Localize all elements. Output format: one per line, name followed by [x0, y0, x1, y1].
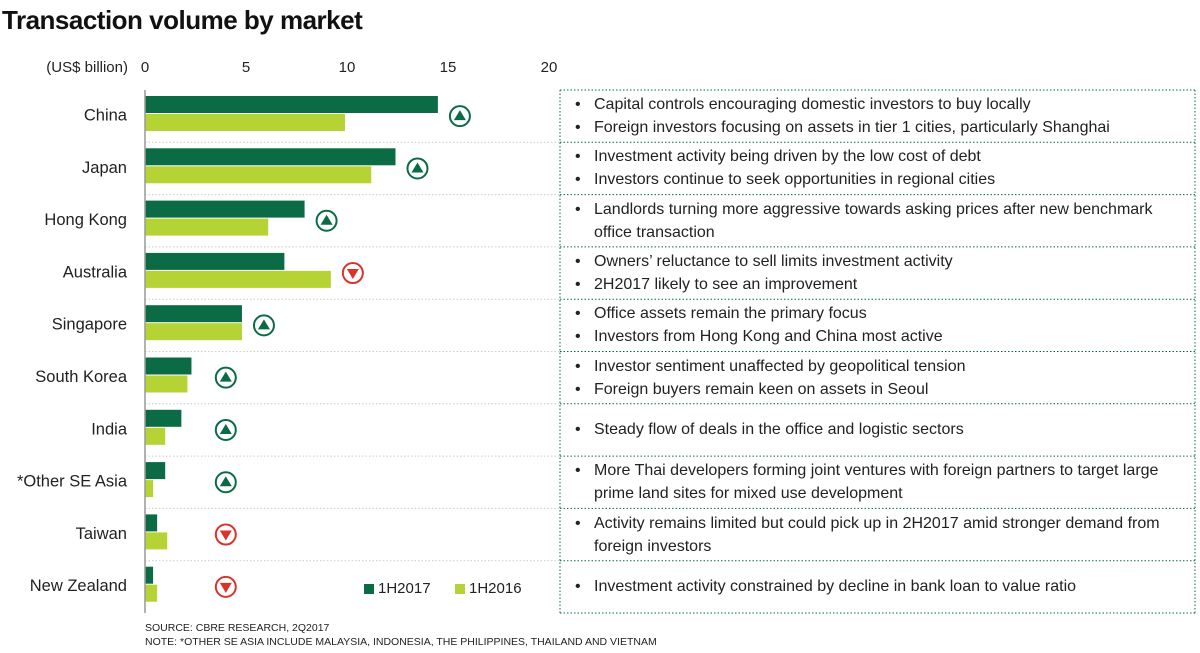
bar [145, 427, 166, 445]
trend-arrow [411, 162, 424, 173]
footnote: NOTE: *OTHER SE ASIA INCLUDE MALAYSIA, I… [145, 636, 657, 648]
note: Owners’ reluctance to sell limits invest… [566, 247, 1191, 299]
y-tick-label: New Zealand [30, 577, 127, 595]
y-tick-label: India [91, 420, 128, 438]
bar [145, 218, 269, 236]
note: Investment activity constrained by decli… [566, 561, 1191, 613]
note-bullet: Owners’ reluctance to sell limits invest… [566, 250, 1191, 273]
source: SOURCE: CBRE RESEARCH, 2Q2017 [145, 622, 330, 634]
note-bullet: Investment activity being driven by the … [566, 145, 1191, 168]
trend-arrow [219, 582, 232, 593]
note-bullet: Capital controls encouraging domestic in… [566, 93, 1191, 116]
bar [145, 566, 154, 584]
x-tick-label: 10 [339, 59, 356, 76]
bar [145, 166, 372, 184]
legend-label: 1H2016 [469, 580, 522, 597]
y-tick-label: Taiwan [76, 525, 127, 543]
bar [145, 252, 285, 270]
bar [145, 514, 158, 532]
y-tick-label: South Korea [35, 368, 128, 386]
trend-arrow [219, 423, 232, 434]
note: Landlords turning more aggressive toward… [566, 195, 1191, 247]
x-tick-label: 20 [541, 59, 558, 76]
y-tick-label: Japan [82, 159, 127, 177]
note-bullet: Foreign buyers remain keen on assets in … [566, 378, 1191, 401]
note: Investor sentiment unaffected by geopoli… [566, 352, 1191, 404]
note: Capital controls encouraging domestic in… [566, 90, 1191, 142]
note: More Thai developers forming joint ventu… [566, 456, 1191, 508]
note-bullet: Foreign investors focusing on assets in … [566, 116, 1191, 139]
bar [145, 200, 305, 218]
trend-arrow [453, 110, 466, 121]
trend-arrow [219, 476, 232, 487]
bar [145, 114, 345, 131]
y-tick-label: *Other SE Asia [17, 473, 128, 491]
x-tick-label: 0 [141, 59, 149, 76]
axis-label: (US$ billion) [46, 59, 128, 76]
legend-label: 1H2017 [378, 580, 431, 597]
bar [145, 462, 166, 480]
bar [145, 375, 188, 393]
note-bullet: Investors continue to seek opportunities… [566, 168, 1191, 191]
note: Activity remains limited but could pick … [566, 508, 1191, 560]
bar [145, 409, 182, 427]
bar [145, 305, 242, 323]
note-bullet: Steady flow of deals in the office and l… [566, 418, 1191, 441]
trend-arrow [257, 319, 270, 330]
x-tick-label: 5 [242, 59, 250, 76]
trend-arrow [320, 214, 333, 225]
note-bullet: Activity remains limited but could pick … [566, 512, 1191, 558]
note-bullet: Office assets remain the primary focus [566, 302, 1191, 325]
note-bullet: More Thai developers forming joint ventu… [566, 459, 1191, 505]
x-tick-label: 15 [440, 59, 457, 76]
note-bullet: Investor sentiment unaffected by geopoli… [566, 355, 1191, 378]
y-tick-label: Australia [63, 263, 128, 281]
y-tick-label: Singapore [52, 316, 127, 334]
note: Steady flow of deals in the office and l… [566, 404, 1191, 456]
chart-title: Transaction volume by market [2, 5, 363, 35]
note-bullet: Investment activity constrained by decli… [566, 575, 1191, 598]
note: Office assets remain the primary focusIn… [566, 299, 1191, 351]
legend-swatch [455, 584, 465, 594]
trend-arrow [346, 269, 359, 280]
trend-arrow [219, 371, 232, 382]
bar [145, 323, 242, 341]
bar [145, 148, 396, 166]
y-tick-label: China [84, 107, 128, 125]
legend-swatch [364, 584, 374, 594]
note-bullet: Landlords turning more aggressive toward… [566, 198, 1191, 244]
bar [145, 532, 168, 550]
bar [145, 270, 331, 288]
bar [145, 96, 438, 113]
y-tick-label: Hong Kong [44, 211, 127, 229]
bar [145, 357, 192, 375]
bar [145, 480, 154, 498]
note-bullet: Investors from Hong Kong and China most … [566, 325, 1191, 348]
note-bullet: 2H2017 likely to see an improvement [566, 273, 1191, 296]
note: Investment activity being driven by the … [566, 142, 1191, 194]
bar [145, 584, 158, 602]
trend-arrow [219, 530, 232, 541]
